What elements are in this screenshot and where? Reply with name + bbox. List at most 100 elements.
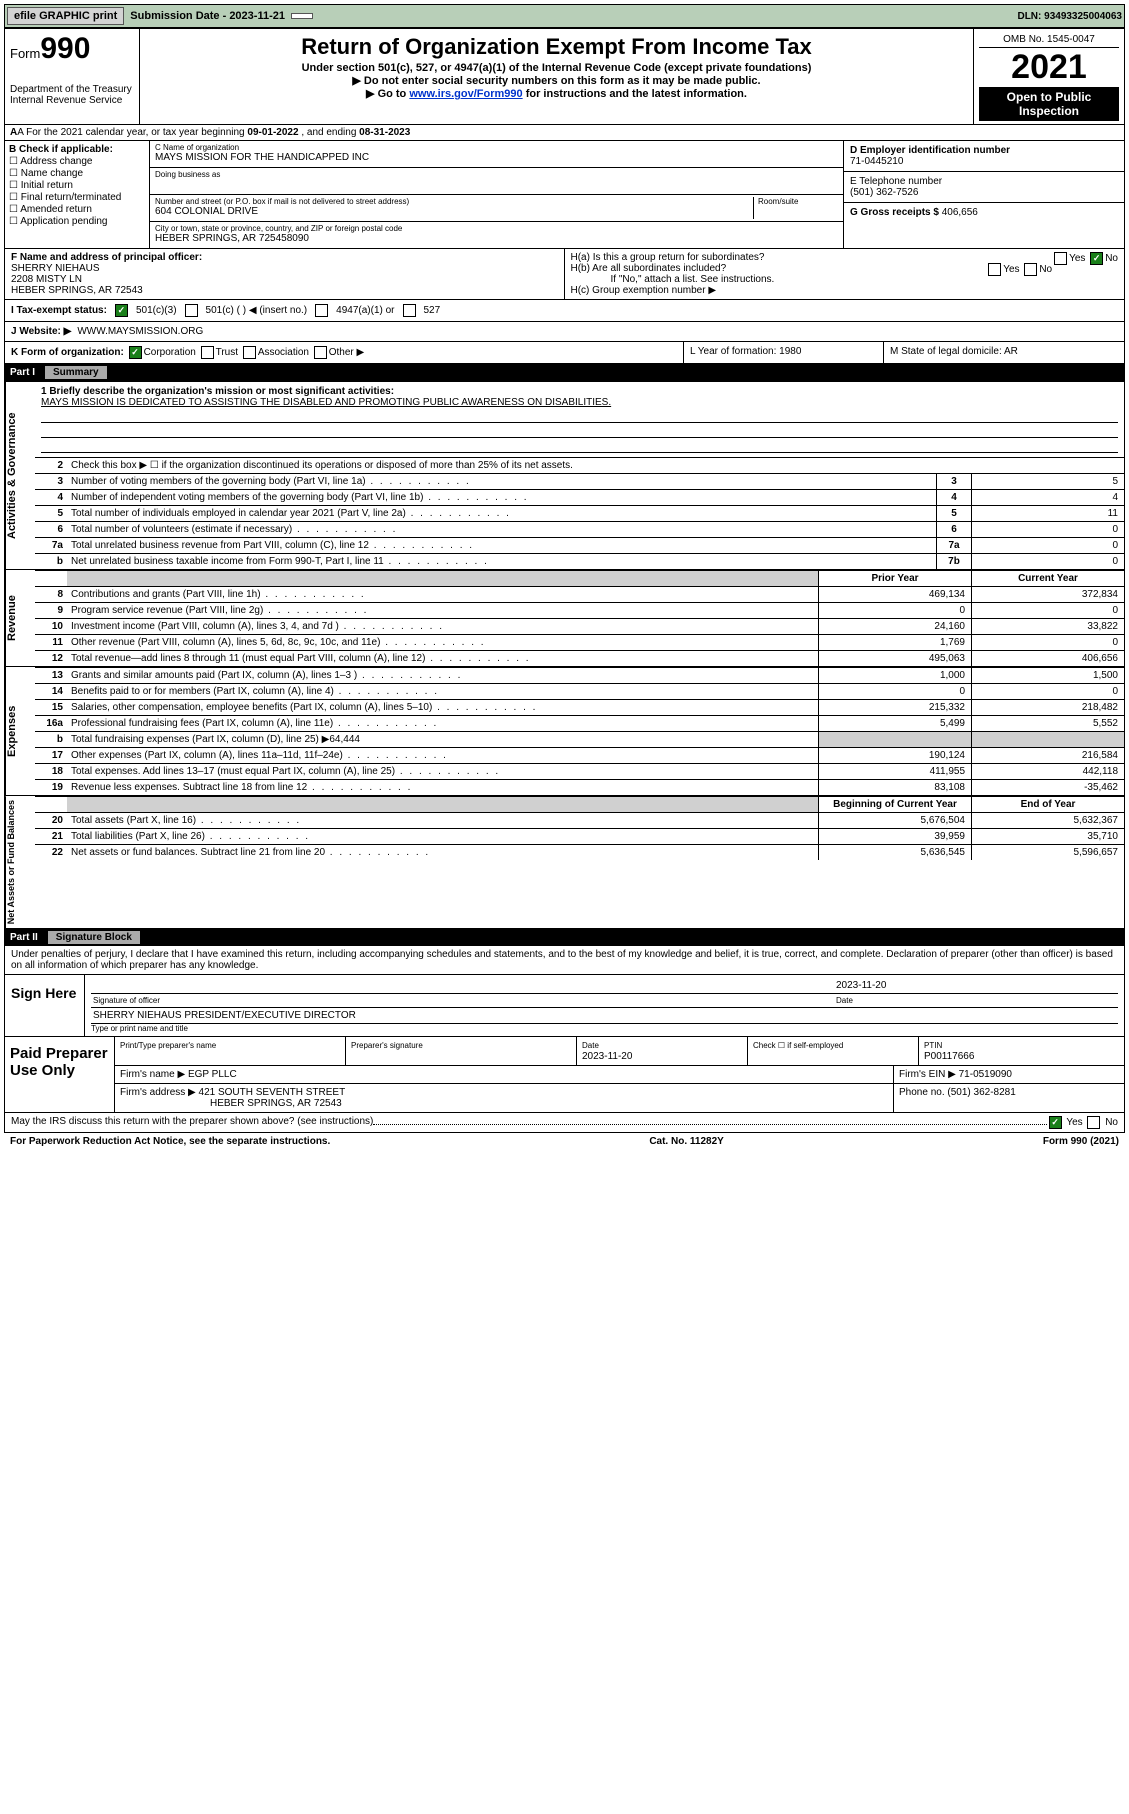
discuss-row: May the IRS discuss this return with the… xyxy=(4,1113,1125,1133)
org-trust[interactable] xyxy=(201,346,214,359)
public-inspection: Open to Public Inspection xyxy=(979,87,1119,121)
gov-row-4: 4 Number of independent voting members o… xyxy=(35,489,1124,505)
state-domicile: M State of legal domicile: AR xyxy=(884,342,1124,363)
check-final-return[interactable]: ☐ Final return/terminated xyxy=(9,192,145,203)
check-name-change[interactable]: ☐ Name change xyxy=(9,168,145,179)
gov-row-5: 5 Total number of individuals employed i… xyxy=(35,505,1124,521)
check-address-change[interactable]: ☐ Address change xyxy=(9,156,145,167)
prior-year-hdr: Prior Year xyxy=(818,571,971,586)
row-klm: K Form of organization: Corporation Trus… xyxy=(4,342,1125,364)
opt-corp: Corporation xyxy=(144,347,196,358)
status-527[interactable] xyxy=(403,304,416,317)
tax-year-pre: A For the 2021 calendar year, or tax yea… xyxy=(17,127,247,138)
printed-name-label: Type or print name and title xyxy=(91,1024,1118,1033)
paid-preparer-section: Paid Preparer Use Only Print/Type prepar… xyxy=(4,1037,1125,1113)
check-initial-return[interactable]: ☐ Initial return xyxy=(9,180,145,191)
yes-label: Yes xyxy=(1066,1117,1082,1128)
firm-addr: 421 SOUTH SEVENTH STREET xyxy=(199,1087,346,1098)
top-toolbar: efile GRAPHIC print Submission Date - 20… xyxy=(4,4,1125,28)
fin-row-15: 15 Salaries, other compensation, employe… xyxy=(35,699,1124,715)
summary-revenue: Revenue Prior Year Current Year 8 Contri… xyxy=(4,570,1125,667)
col-b-label: B Check if applicable: xyxy=(9,144,113,155)
opt-527: 527 xyxy=(424,305,441,316)
check-application-pending[interactable]: ☐ Application pending xyxy=(9,216,145,227)
subtitle-1: Under section 501(c), 527, or 4947(a)(1)… xyxy=(145,62,968,74)
tax-year: 2021 xyxy=(979,48,1119,87)
hb-no[interactable] xyxy=(1024,263,1037,276)
form-header: Form990 Department of the Treasury Inter… xyxy=(4,28,1125,125)
hb-label: H(b) Are all subordinates included? xyxy=(571,263,727,274)
street-value: 604 COLONIAL DRIVE xyxy=(155,206,258,217)
ha-yes[interactable] xyxy=(1054,252,1067,265)
col-d-ein-phone: D Employer identification number 71-0445… xyxy=(844,141,1124,248)
status-501c[interactable] xyxy=(185,304,198,317)
tax-year-mid: , and ending xyxy=(299,127,360,138)
ptin-label: PTIN xyxy=(924,1041,942,1050)
form-ref: Form 990 (2021) xyxy=(1043,1136,1119,1147)
firm-phone-label: Phone no. xyxy=(899,1087,945,1098)
subtitle-2: Do not enter social security numbers on … xyxy=(145,74,968,87)
street-label: Number and street (or P.O. box if mail i… xyxy=(155,197,753,206)
pra-notice: For Paperwork Reduction Act Notice, see … xyxy=(10,1136,330,1147)
org-corp[interactable] xyxy=(129,346,142,359)
part-1-header: Part I Summary xyxy=(4,364,1125,381)
check-label: Amended return xyxy=(20,204,92,215)
city-label: City or town, state or province, country… xyxy=(155,224,838,233)
room-label: Room/suite xyxy=(758,197,838,206)
gross-value: 406,656 xyxy=(942,207,978,218)
fin-row-12: 12 Total revenue—add lines 8 through 11 … xyxy=(35,650,1124,666)
prep-date-label: Date xyxy=(582,1041,599,1050)
fin-row-19: 19 Revenue less expenses. Subtract line … xyxy=(35,779,1124,795)
check-label: Application pending xyxy=(20,216,107,227)
status-501c3[interactable] xyxy=(115,304,128,317)
fin-row-13: 13 Grants and similar amounts paid (Part… xyxy=(35,667,1124,683)
org-name-label: C Name of organization xyxy=(155,143,838,152)
fin-row-16a: 16a Professional fundraising fees (Part … xyxy=(35,715,1124,731)
gross-label: G Gross receipts $ xyxy=(850,207,939,218)
summary-governance: Activities & Governance 1 Briefly descri… xyxy=(4,381,1125,570)
summary-expenses: Expenses 13 Grants and similar amounts p… xyxy=(4,667,1125,796)
sig-officer-label: Signature of officer xyxy=(93,996,836,1005)
check-label: Name change xyxy=(21,168,83,179)
ha-no[interactable] xyxy=(1090,252,1103,265)
discuss-no[interactable] xyxy=(1087,1116,1100,1129)
fin-row-9: 9 Program service revenue (Part VIII, li… xyxy=(35,602,1124,618)
gov-row-3: 3 Number of voting members of the govern… xyxy=(35,473,1124,489)
check-label: Initial return xyxy=(21,180,73,191)
hb-yes[interactable] xyxy=(988,263,1001,276)
goto-pre: Go to xyxy=(378,88,410,100)
officer-name: SHERRY NIEHAUS xyxy=(11,263,100,274)
side-revenue: Revenue xyxy=(5,570,35,666)
part-2-label: Part II xyxy=(10,932,38,943)
current-year-hdr: Current Year xyxy=(971,571,1124,586)
firm-addr-label: Firm's address ▶ xyxy=(120,1087,196,1098)
phone-label: E Telephone number xyxy=(850,176,942,187)
opt-other: Other ▶ xyxy=(329,347,364,358)
org-other[interactable] xyxy=(314,346,327,359)
status-4947[interactable] xyxy=(315,304,328,317)
efile-print-button[interactable]: efile GRAPHIC print xyxy=(7,7,124,25)
gov-row-6: 6 Total number of volunteers (estimate i… xyxy=(35,521,1124,537)
discuss-yes[interactable] xyxy=(1049,1116,1062,1129)
fin-row-b: b Total fundraising expenses (Part IX, c… xyxy=(35,731,1124,747)
mission-answer: MAYS MISSION IS DEDICATED TO ASSISTING T… xyxy=(41,397,611,408)
dept-label: Department of the Treasury Internal Reve… xyxy=(10,84,134,106)
officer-label: F Name and address of principal officer: xyxy=(11,252,202,263)
net-header-row: Beginning of Current Year End of Year xyxy=(35,796,1124,812)
org-assoc[interactable] xyxy=(243,346,256,359)
perjury-declaration: Under penalties of perjury, I declare th… xyxy=(5,946,1124,974)
fin-row-17: 17 Other expenses (Part IX, column (A), … xyxy=(35,747,1124,763)
website-value: WWW.MAYSMISSION.ORG xyxy=(77,326,203,337)
self-employed-check[interactable]: Check ☐ if self-employed xyxy=(753,1041,843,1050)
side-netassets: Net Assets or Fund Balances xyxy=(5,796,35,928)
cat-no: Cat. No. 11282Y xyxy=(649,1136,723,1147)
irs-link[interactable]: www.irs.gov/Form990 xyxy=(409,88,522,100)
summary-netassets: Net Assets or Fund Balances Beginning of… xyxy=(4,796,1125,929)
goto-post: for instructions and the latest informat… xyxy=(523,88,747,100)
form-word: Form xyxy=(10,46,40,61)
preparer-name-label: Print/Type preparer's name xyxy=(120,1041,216,1050)
discuss-question: May the IRS discuss this return with the… xyxy=(11,1116,373,1129)
fin-row-22: 22 Net assets or fund balances. Subtract… xyxy=(35,844,1124,860)
opt-501c: 501(c) ( ) ◀ (insert no.) xyxy=(206,305,308,316)
check-amended-return[interactable]: ☐ Amended return xyxy=(9,204,145,215)
